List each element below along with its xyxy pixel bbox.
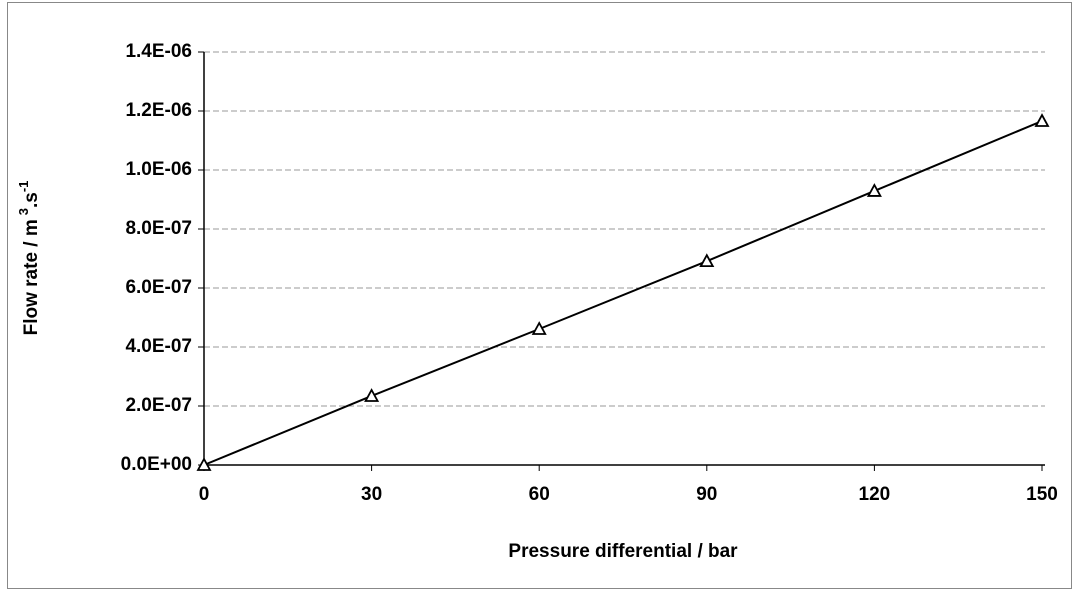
y-axis-title-sup: -1 [16,181,31,193]
y-axis-title-part: Flow rate / m [21,219,42,335]
x-tick-label: 30 [361,484,382,505]
data-point [364,388,380,402]
x-tick-label: 60 [529,484,550,505]
data-line [203,120,1043,466]
data-point [1034,113,1050,127]
x-axis-title: Pressure differential / bar [508,541,738,562]
y-tick-label: 4.0E-07 [125,336,192,357]
x-tick-label: 150 [1026,484,1058,505]
y-tick-label: 2.0E-07 [125,395,192,416]
y-axis-title-part: .s [21,192,42,208]
y-tick-label: 6.0E-07 [125,277,192,298]
y-axis-title-sup: 3 [16,208,31,215]
y-tick-label: 0.0E+00 [121,454,192,475]
x-tick-label: 90 [696,484,717,505]
x-tick-label: 0 [199,484,210,505]
data-point [866,183,882,197]
x-tick-label: 120 [859,484,891,505]
y-axis-title: Flow rate / m 3.s-1 [16,181,42,336]
y-tick-label: 8.0E-07 [125,218,192,239]
y-tick-label: 1.0E-06 [125,159,192,180]
data-point [196,457,212,471]
y-tick-label: 1.4E-06 [125,41,192,62]
chart-frame [7,2,1072,589]
data-point [531,321,547,335]
data-point [699,253,715,268]
y-tick-label: 1.2E-06 [125,100,192,121]
